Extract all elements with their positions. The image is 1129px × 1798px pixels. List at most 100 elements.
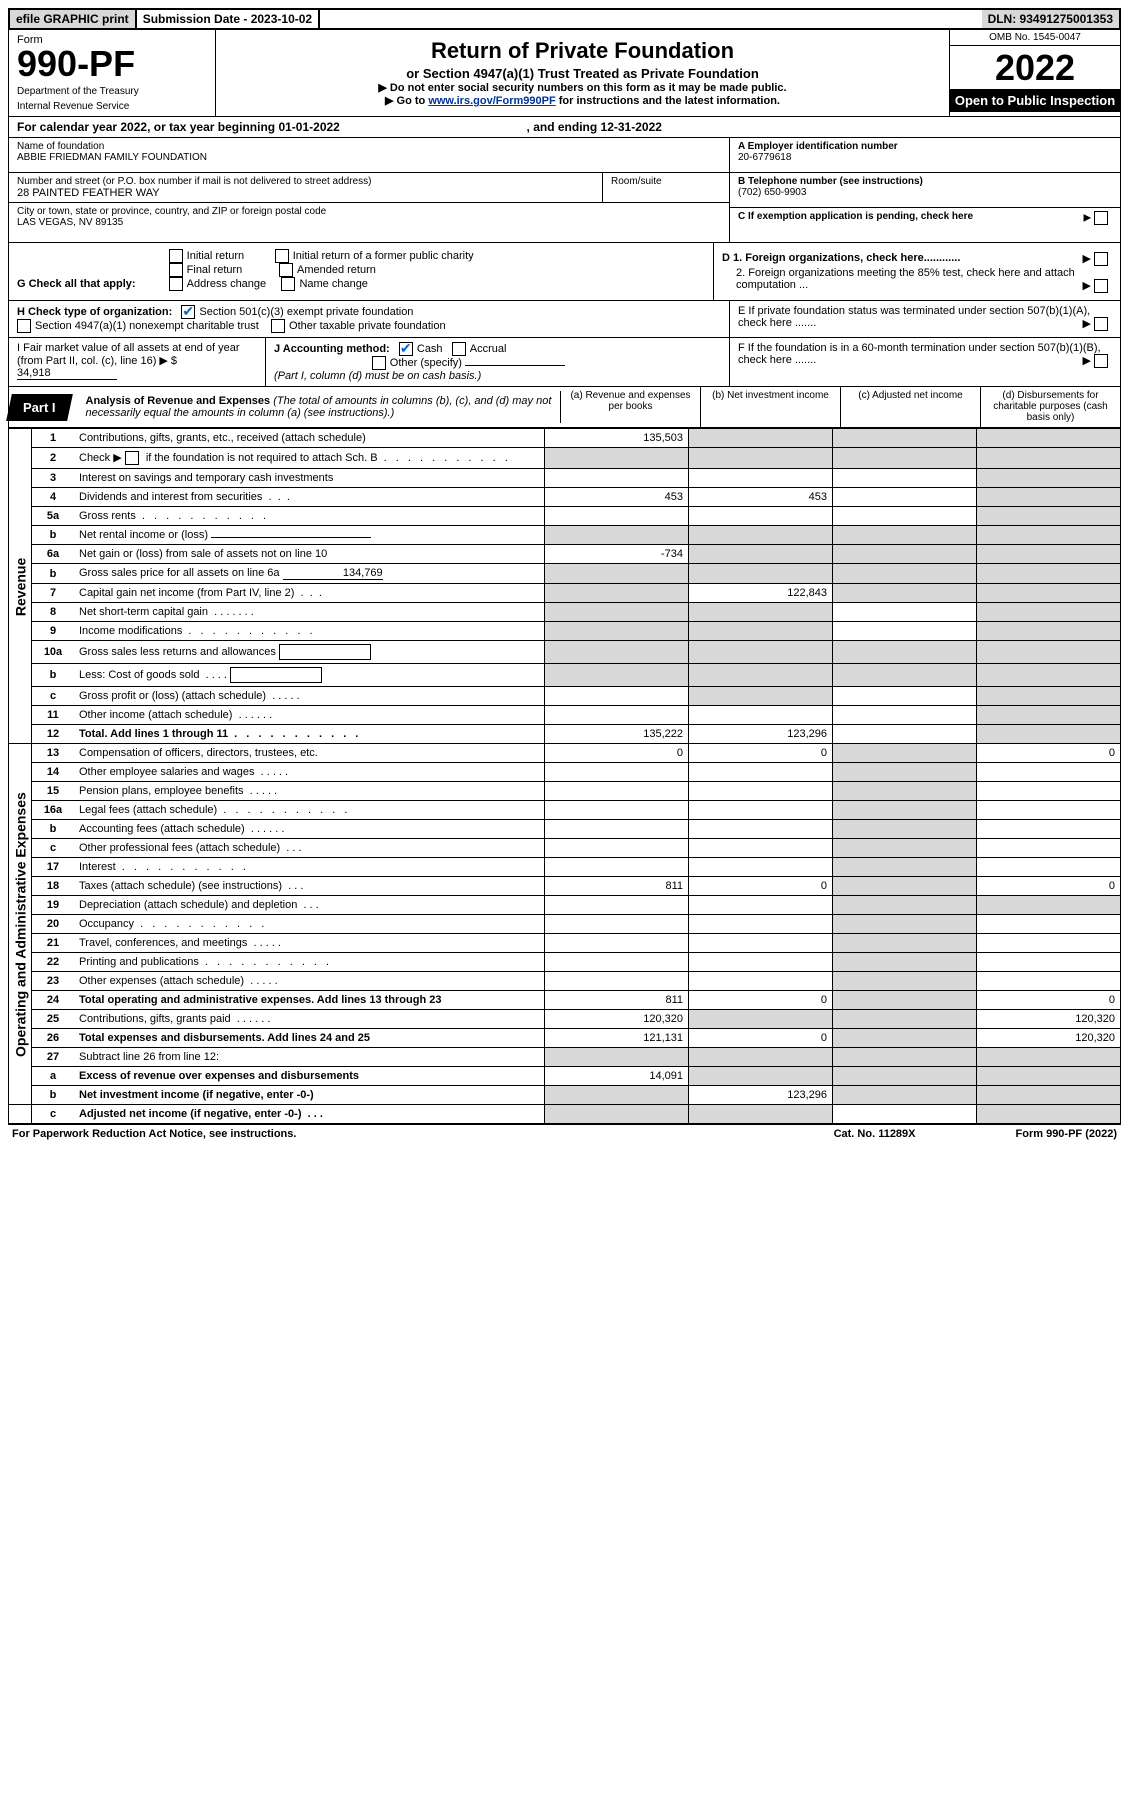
omb-number: OMB No. 1545-0047 [950,30,1120,46]
calendar-year-row: For calendar year 2022, or tax year begi… [8,117,1121,138]
address-change-checkbox[interactable] [169,277,183,291]
amended-return-checkbox[interactable] [279,263,293,277]
table-row: 20Occupancy [9,915,1121,934]
footer-cat: Cat. No. 11289X [834,1128,916,1140]
name-change-checkbox[interactable] [281,277,295,291]
table-row: Operating and Administrative Expenses 13… [9,744,1121,763]
street-address: 28 PAINTED FEATHER WAY [17,187,160,199]
section-e: E If private foundation status was termi… [730,301,1120,333]
exemption-checkbox[interactable] [1094,211,1108,225]
table-row: bLess: Cost of goods sold . . . . [9,664,1121,687]
irs-label: Internal Revenue Service [17,101,207,112]
submission-date: Submission Date - 2023-10-02 [137,10,320,28]
city-row: City or town, state or province, country… [9,203,729,237]
accrual-checkbox[interactable] [452,342,466,356]
table-row: Revenue 1Contributions, gifts, grants, e… [9,429,1121,448]
efile-button[interactable]: efile GRAPHIC print [10,10,137,28]
table-row: 17Interest [9,858,1121,877]
table-row: 19Depreciation (attach schedule) and dep… [9,896,1121,915]
initial-former-checkbox[interactable] [275,249,289,263]
table-row: 27Subtract line 26 from line 12: [9,1048,1121,1067]
other-method-checkbox[interactable] [372,356,386,370]
table-row: 22Printing and publications [9,953,1121,972]
section-g-d: G Check all that apply: Initial return I… [8,243,1121,301]
d1-checkbox[interactable] [1094,252,1108,266]
table-row: 6aNet gain or (loss) from sale of assets… [9,545,1121,564]
footer-form: Form 990-PF (2022) [1016,1128,1117,1140]
table-row: 24Total operating and administrative exp… [9,991,1121,1010]
footer-left: For Paperwork Reduction Act Notice, see … [12,1128,296,1140]
expenses-side-label: Operating and Administrative Expenses [9,744,32,1105]
table-row: 23Other expenses (attach schedule) . . .… [9,972,1121,991]
instruction-line-1: ▶ Do not enter social security numbers o… [226,81,939,94]
info-block: Name of foundation ABBIE FRIEDMAN FAMILY… [8,138,1121,243]
table-row: 3Interest on savings and temporary cash … [9,469,1121,488]
page-footer: For Paperwork Reduction Act Notice, see … [8,1124,1121,1143]
h-501c3-checkbox[interactable] [181,305,195,319]
part1-title: Analysis of Revenue and Expenses (The to… [80,391,561,423]
d2-checkbox[interactable] [1094,279,1108,293]
dln: DLN: 93491275001353 [982,10,1119,28]
phone-value: (702) 650-9903 [738,187,806,198]
table-row: 8Net short-term capital gain . . . . . .… [9,603,1121,622]
table-row: 16aLegal fees (attach schedule) [9,801,1121,820]
table-row: cGross profit or (loss) (attach schedule… [9,687,1121,706]
h-4947-checkbox[interactable] [17,319,31,333]
col-b-head: (b) Net investment income [701,387,841,427]
table-row: 5aGross rents [9,507,1121,526]
ein-row: A Employer identification number 20-6779… [730,138,1120,173]
table-row: 18Taxes (attach schedule) (see instructi… [9,877,1121,896]
section-j: J Accounting method: Cash Accrual Other … [266,338,729,386]
tax-year: 2022 [950,46,1120,89]
part1-table: Revenue 1Contributions, gifts, grants, e… [8,428,1121,1124]
topbar: efile GRAPHIC print Submission Date - 20… [8,8,1121,30]
cell-1a: 135,503 [545,429,689,448]
section-h: H Check type of organization: Section 50… [9,301,729,337]
col-a-head: (a) Revenue and expenses per books [561,387,701,427]
h-other-checkbox[interactable] [271,319,285,333]
phone-row: B Telephone number (see instructions) (7… [730,173,1120,208]
form-title: Return of Private Foundation [226,38,939,64]
cash-checkbox[interactable] [399,342,413,356]
table-row: 15Pension plans, employee benefits . . .… [9,782,1121,801]
revenue-side-label: Revenue [9,429,32,744]
table-row: 10aGross sales less returns and allowanc… [9,641,1121,664]
initial-return-checkbox[interactable] [169,249,183,263]
form-subtitle: or Section 4947(a)(1) Trust Treated as P… [226,66,939,81]
dept-label: Department of the Treasury [17,86,207,97]
open-public-badge: Open to Public Inspection [950,89,1120,112]
section-h-e: H Check type of organization: Section 50… [8,301,1121,338]
form-id-block: Form 990-PF Department of the Treasury I… [9,30,216,116]
part1-header: Part I Analysis of Revenue and Expenses … [8,387,1121,428]
instruction-line-2: ▶ Go to www.irs.gov/Form990PF for instru… [226,94,939,107]
e-checkbox[interactable] [1094,317,1108,331]
table-row: 21Travel, conferences, and meetings . . … [9,934,1121,953]
table-row: 9Income modifications [9,622,1121,641]
city-state-zip: LAS VEGAS, NV 89135 [17,217,123,228]
exemption-pending-row: C If exemption application is pending, c… [730,208,1120,242]
table-row: 25Contributions, gifts, grants paid . . … [9,1010,1121,1029]
section-i: I Fair market value of all assets at end… [9,338,266,386]
f-checkbox[interactable] [1094,354,1108,368]
foundation-name-row: Name of foundation ABBIE FRIEDMAN FAMILY… [9,138,729,173]
table-row: cOther professional fees (attach schedul… [9,839,1121,858]
table-row: bNet investment income (if negative, ent… [9,1086,1121,1105]
table-row: 26Total expenses and disbursements. Add … [9,1029,1121,1048]
table-row: 4Dividends and interest from securities … [9,488,1121,507]
final-return-checkbox[interactable] [169,263,183,277]
table-row: 12Total. Add lines 1 through 11135,22212… [9,725,1121,744]
schb-checkbox[interactable] [125,451,139,465]
fmv-value: 34,918 [17,367,117,380]
address-row: Number and street (or P.O. box number if… [9,173,729,203]
form-title-block: Return of Private Foundation or Section … [216,30,949,116]
irs-link[interactable]: www.irs.gov/Form990PF [428,95,555,107]
table-row: bNet rental income or (loss) [9,526,1121,545]
section-g: G Check all that apply: Initial return I… [9,243,714,300]
form-number: 990-PF [17,46,207,82]
col-c-head: (c) Adjusted net income [841,387,981,427]
ein-value: 20-6779618 [738,152,791,163]
form-header: Form 990-PF Department of the Treasury I… [8,30,1121,117]
section-f: F If the foundation is in a 60-month ter… [730,338,1120,370]
table-row: 14Other employee salaries and wages . . … [9,763,1121,782]
table-row: bAccounting fees (attach schedule) . . .… [9,820,1121,839]
